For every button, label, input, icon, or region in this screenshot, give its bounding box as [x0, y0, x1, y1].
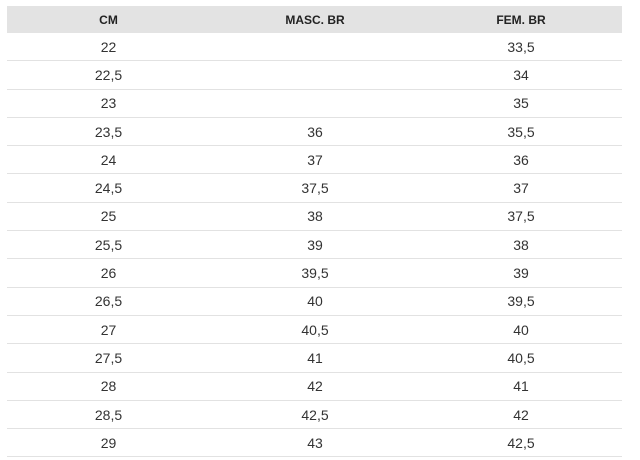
- table-cell: 38: [420, 230, 622, 260]
- table-row: 23,5 36 35,5: [7, 117, 622, 147]
- table-cell: 37: [420, 173, 622, 203]
- table-cell: 42: [420, 400, 622, 430]
- table-cell: 41: [210, 343, 420, 373]
- table-row: 29 43 42,5: [7, 428, 622, 458]
- table-row: 26 39,5 39: [7, 258, 622, 288]
- table-cell: 24: [7, 145, 210, 175]
- table-cell: 28,5: [7, 400, 210, 430]
- header-cell: CM: [7, 6, 210, 33]
- table-cell: 27,5: [7, 343, 210, 373]
- table-cell: 26: [7, 258, 210, 288]
- table-cell: 23: [7, 89, 210, 118]
- table-row: 24 37 36: [7, 145, 622, 175]
- table-cell: 22,5: [7, 60, 210, 90]
- table-cell: 37: [210, 145, 420, 175]
- table-cell: 33,5: [420, 33, 622, 62]
- table-row: 23 35: [7, 89, 622, 118]
- table-cell: 23,5: [7, 117, 210, 147]
- size-table-container: CM MASC. BR FEM. BR 22 33,5 22,5 34 23 35 23,5 36…: [7, 6, 622, 458]
- table-cell: 25: [7, 202, 210, 232]
- table-cell: 39,5: [420, 287, 622, 316]
- table-cell: 42,5: [210, 400, 420, 430]
- table-cell: 37,5: [210, 173, 420, 203]
- table-cell: 40: [210, 287, 420, 316]
- table-cell: 41: [420, 372, 622, 401]
- table-cell: 39: [210, 230, 420, 260]
- table-cell: 35,5: [420, 117, 622, 147]
- table-row: 25 38 37,5: [7, 202, 622, 232]
- table-row: 22 33,5: [7, 33, 622, 62]
- header-cell: FEM. BR: [420, 6, 622, 33]
- header-cell: MASC. BR: [210, 6, 420, 33]
- table-cell: 40: [420, 315, 622, 345]
- table-row: 25,5 39 38: [7, 230, 622, 260]
- header-row: CM MASC. BR FEM. BR: [7, 6, 622, 33]
- empty-cell: [210, 89, 420, 118]
- table-cell: 34: [420, 60, 622, 90]
- table-body: 22 33,5 22,5 34 23 35 23,5 36 35,5 24 37 36 24,5 37,5…: [7, 33, 622, 458]
- table-cell: 40,5: [210, 315, 420, 345]
- size-table: CM MASC. BR FEM. BR 22 33,5 22,5 34 23 35 23,5 36…: [7, 6, 622, 458]
- table-cell: 36: [420, 145, 622, 175]
- table-cell: 37,5: [420, 202, 622, 232]
- table-row: 27,5 41 40,5: [7, 343, 622, 373]
- empty-cell: [210, 33, 420, 62]
- table-cell: 25,5: [7, 230, 210, 260]
- table-cell: 22: [7, 33, 210, 62]
- table-row: 22,5 34: [7, 60, 622, 90]
- table-row: 26,5 40 39,5: [7, 287, 622, 316]
- table-cell: 29: [7, 428, 210, 458]
- table-cell: 42,5: [420, 428, 622, 458]
- table-row: 28,5 42,5 42: [7, 400, 622, 430]
- table-row: 24,5 37,5 37: [7, 173, 622, 203]
- table-row: 27 40,5 40: [7, 315, 622, 345]
- table-cell: 39: [420, 258, 622, 288]
- table-cell: 35: [420, 89, 622, 118]
- table-cell: 28: [7, 372, 210, 401]
- empty-cell: [210, 60, 420, 90]
- table-row: 28 42 41: [7, 372, 622, 401]
- table-cell: 43: [210, 428, 420, 458]
- table-cell: 40,5: [420, 343, 622, 373]
- table-cell: 24,5: [7, 173, 210, 203]
- table-cell: 26,5: [7, 287, 210, 316]
- table-cell: 27: [7, 315, 210, 345]
- table-cell: 39,5: [210, 258, 420, 288]
- table-cell: 36: [210, 117, 420, 147]
- table-cell: 42: [210, 372, 420, 401]
- table-header: CM MASC. BR FEM. BR: [7, 6, 622, 33]
- table-cell: 38: [210, 202, 420, 232]
